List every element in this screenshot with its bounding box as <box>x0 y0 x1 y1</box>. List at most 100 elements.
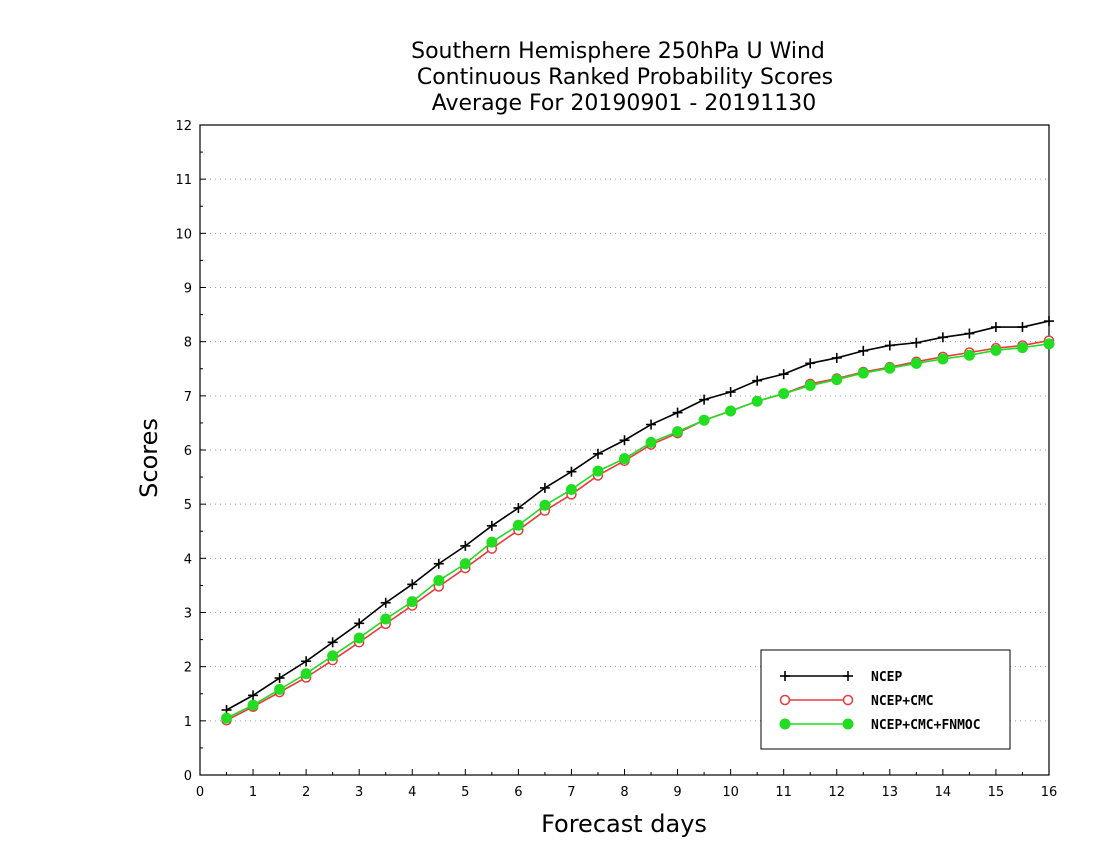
y-tick-label-6: 6 <box>184 444 192 459</box>
data-point-2-7 <box>406 596 418 608</box>
data-point-2-11 <box>512 519 524 531</box>
legend-marker-end-0 <box>843 671 853 681</box>
data-point-0-8 <box>433 558 444 569</box>
data-point-0-22 <box>805 358 816 369</box>
chart-title-line-3: Average For 20190901 - 20191130 <box>432 91 817 116</box>
grid <box>200 178 1049 722</box>
data-point-0-31 <box>1044 316 1054 327</box>
data-point-2-17 <box>672 426 684 438</box>
data-point-2-16 <box>645 436 657 448</box>
x-tick-label-9: 9 <box>673 785 681 800</box>
data-point-0-10 <box>486 520 497 531</box>
x-tick-label-1: 1 <box>249 785 257 800</box>
data-point-2-27 <box>937 353 949 365</box>
data-point-2-29 <box>990 344 1002 356</box>
data-point-0-13 <box>566 466 577 477</box>
data-point-0-25 <box>884 340 895 351</box>
data-point-0-30 <box>1017 322 1028 333</box>
data-point-2-30 <box>1016 342 1028 354</box>
chart-title-line-2: Continuous Ranked Probability Scores <box>417 65 833 90</box>
x-tick-label-8: 8 <box>620 785 628 800</box>
x-tick-label-6: 6 <box>514 785 522 800</box>
series-2 <box>221 338 1055 724</box>
y-tick-label-8: 8 <box>184 336 192 351</box>
legend-label-0: NCEP <box>871 670 902 685</box>
data-point-0-15 <box>619 435 630 446</box>
legend-marker-start-1 <box>779 694 791 706</box>
x-tick-label-4: 4 <box>408 785 416 800</box>
data-point-0-27 <box>937 332 948 343</box>
legend-item-1: NCEP+CMC <box>779 694 934 709</box>
x-axis: 0 1 2 3 4 5 6 7 8 9 10 11 12 13 14 15 16 <box>196 769 1057 800</box>
x-tick-label-14: 14 <box>935 785 952 800</box>
legend: NCEP NCEP+CMC NCEP+CMC+FNMOC <box>760 649 1011 750</box>
data-point-0-5 <box>354 618 365 629</box>
y-tick-label-4: 4 <box>184 552 192 567</box>
data-point-0-18 <box>699 394 710 405</box>
data-point-2-25 <box>884 362 896 374</box>
data-point-2-28 <box>963 349 975 361</box>
data-point-2-5 <box>353 632 365 644</box>
x-tick-label-2: 2 <box>302 785 310 800</box>
data-point-0-4 <box>327 637 338 648</box>
series <box>221 316 1055 726</box>
data-point-2-14 <box>592 465 604 477</box>
x-tick-label-13: 13 <box>882 785 899 800</box>
data-point-0-1 <box>248 690 259 701</box>
data-point-2-19 <box>725 405 737 417</box>
y-tick-label-12: 12 <box>175 119 192 134</box>
x-tick-label-7: 7 <box>567 785 575 800</box>
data-point-2-31 <box>1043 338 1055 350</box>
data-point-2-24 <box>857 367 869 379</box>
y-tick-label-7: 7 <box>184 390 192 405</box>
data-point-2-3 <box>300 668 312 680</box>
data-point-0-3 <box>301 656 312 667</box>
data-point-0-17 <box>672 407 683 418</box>
data-point-2-9 <box>459 558 471 570</box>
data-point-0-24 <box>858 345 869 356</box>
x-tick-label-0: 0 <box>196 785 204 800</box>
data-point-2-26 <box>910 357 922 369</box>
data-point-2-6 <box>380 613 392 625</box>
data-point-0-16 <box>646 419 657 430</box>
data-point-0-23 <box>831 352 842 363</box>
data-point-2-10 <box>486 536 498 548</box>
x-tick-label-10: 10 <box>722 785 739 800</box>
chart-title-line-1: Southern Hemisphere 250hPa U Wind <box>411 39 825 64</box>
series-0 <box>221 316 1054 715</box>
data-point-2-0 <box>221 712 233 724</box>
x-axis-label: Forecast days <box>541 810 707 838</box>
data-point-0-14 <box>592 448 603 459</box>
y-tick-label-3: 3 <box>184 607 192 622</box>
data-point-2-23 <box>831 374 843 386</box>
chart-title: Southern Hemisphere 250hPa U Wind Contin… <box>411 39 833 116</box>
data-point-2-21 <box>778 388 790 400</box>
data-point-2-12 <box>539 499 551 511</box>
x-tick-label-3: 3 <box>355 785 363 800</box>
legend-marker-end-1 <box>842 694 854 706</box>
x-tick-label-11: 11 <box>775 785 792 800</box>
y-axis-label: Scores <box>135 418 163 498</box>
data-point-0-28 <box>964 328 975 339</box>
data-point-0-9 <box>460 540 471 551</box>
data-point-0-26 <box>911 337 922 348</box>
y-tick-label-1: 1 <box>184 715 192 730</box>
legend-marker-end-2 <box>842 718 854 730</box>
data-point-0-2 <box>274 673 285 684</box>
data-point-0-7 <box>407 579 418 590</box>
data-point-2-2 <box>274 683 286 695</box>
data-point-2-15 <box>619 453 630 465</box>
y-tick-label-0: 0 <box>184 769 192 784</box>
data-point-0-6 <box>380 597 391 608</box>
legend-item-0: NCEP <box>780 670 902 685</box>
data-point-2-22 <box>804 380 816 392</box>
x-tick-label-12: 12 <box>828 785 845 800</box>
y-tick-label-2: 2 <box>184 661 192 676</box>
data-point-2-1 <box>247 699 259 711</box>
data-point-2-4 <box>327 650 339 662</box>
data-point-0-11 <box>513 502 524 513</box>
x-tick-label-15: 15 <box>988 785 1005 800</box>
y-tick-label-9: 9 <box>184 282 192 297</box>
